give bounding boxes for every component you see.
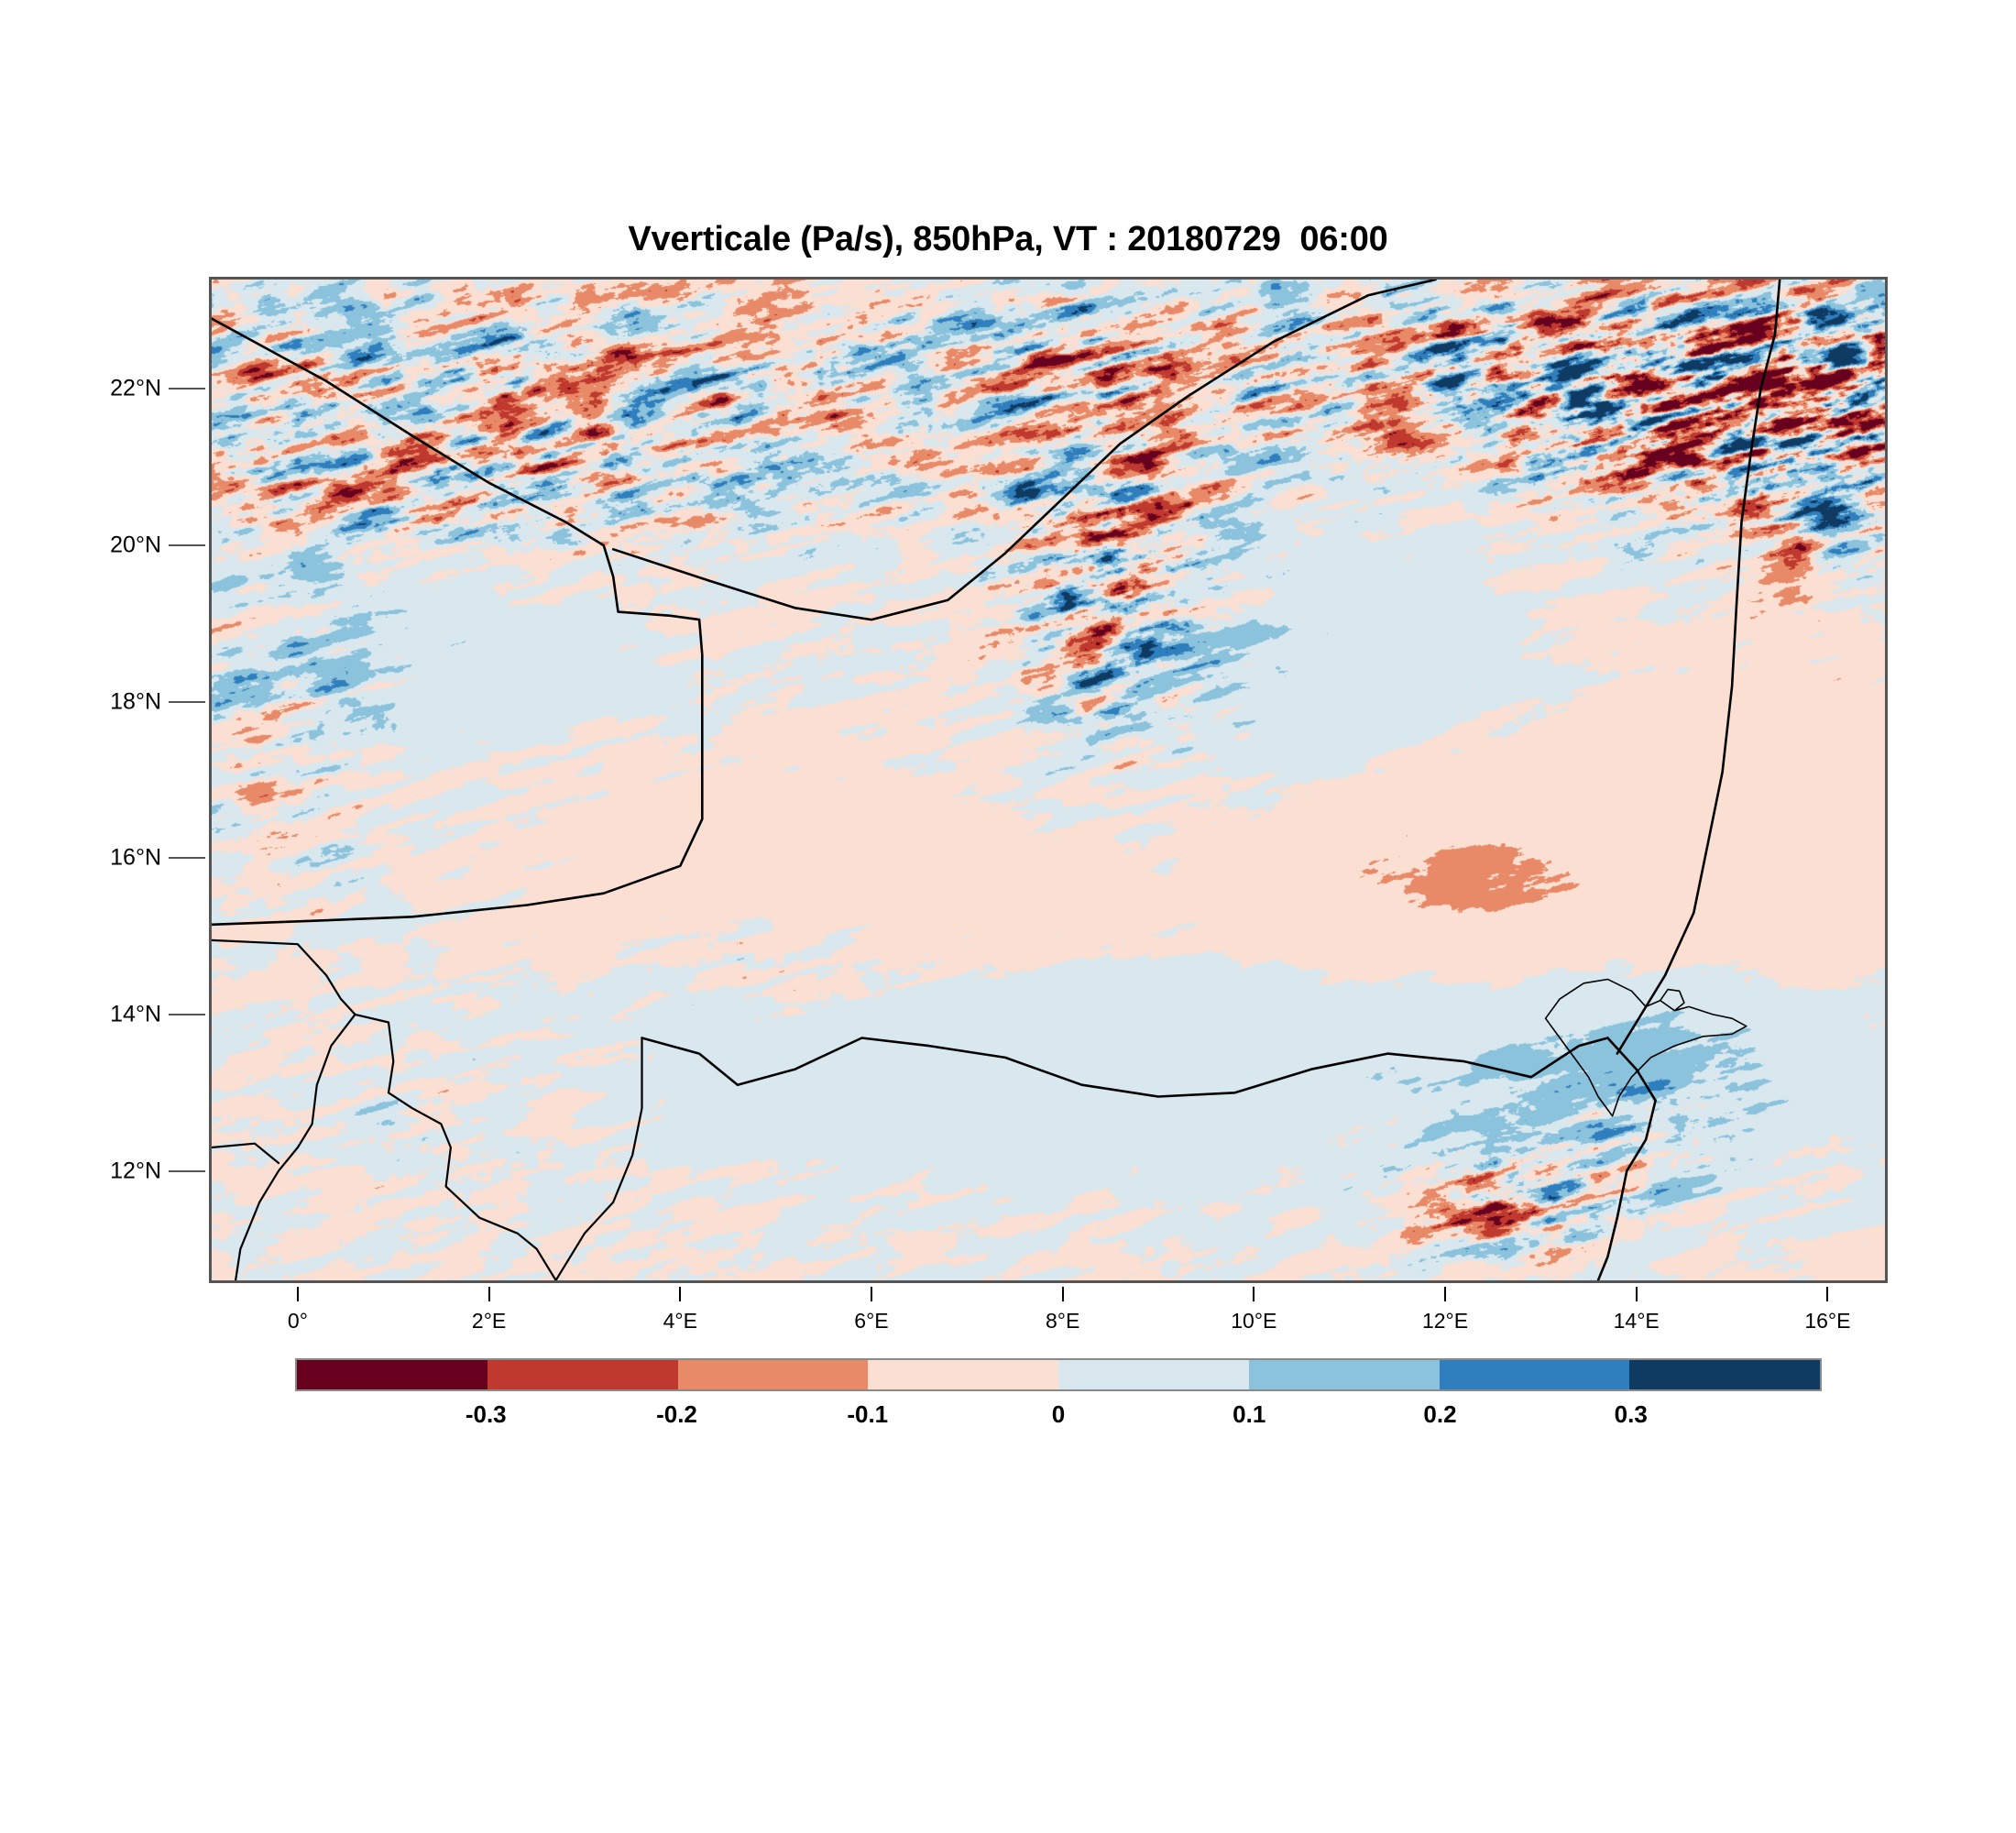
colorbar-tick-label: 0.2	[1423, 1400, 1457, 1428]
colorbar[interactable]	[295, 1358, 1822, 1391]
lon-tick-label: 10°E	[1231, 1309, 1277, 1333]
colorbar-segment[interactable]	[1439, 1360, 1630, 1389]
lat-tick-mark	[169, 700, 205, 703]
lat-tick-mark	[169, 544, 205, 547]
lon-tick-mark	[679, 1287, 682, 1301]
country-border-line	[212, 1144, 279, 1163]
lon-tick-mark	[1061, 1287, 1064, 1301]
colorbar-segment[interactable]	[487, 1360, 678, 1389]
lat-tick-label: 20°N	[110, 532, 161, 558]
country-borders-overlay	[212, 280, 1885, 1280]
country-border-line	[236, 1015, 355, 1280]
lon-tick-label: 8°E	[1045, 1309, 1080, 1333]
country-border-line	[212, 940, 556, 1280]
page-title: Vverticale (Pa/s), 850hPa, VT : 20180729…	[628, 220, 1388, 258]
colorbar-tick-label: -0.3	[465, 1400, 507, 1428]
country-border-line	[642, 1038, 1608, 1097]
country-border-line	[1617, 280, 1780, 1054]
lon-tick-mark	[1826, 1287, 1829, 1301]
lat-tick-label: 14°N	[110, 1001, 161, 1027]
country-border-line	[556, 1038, 642, 1281]
colorbar-tick-label: 0	[1051, 1400, 1066, 1428]
colorbar-segment[interactable]	[868, 1360, 1058, 1389]
lon-tick-mark	[870, 1287, 872, 1301]
lon-tick-mark	[488, 1287, 490, 1301]
colorbar-segment[interactable]	[1058, 1360, 1249, 1389]
colorbar-segment[interactable]	[1629, 1360, 1820, 1389]
lon-tick-label: 2°E	[471, 1309, 507, 1333]
colorbar-tick-label: 0.3	[1614, 1400, 1648, 1428]
lat-tick-label: 18°N	[110, 688, 161, 715]
lon-tick-label: 0°	[287, 1309, 308, 1333]
lat-tick-mark	[169, 1013, 205, 1015]
lat-tick-mark	[169, 857, 205, 860]
colorbar-segment[interactable]	[297, 1360, 488, 1389]
country-border-line	[1598, 1038, 1656, 1281]
lat-tick-label: 12°N	[110, 1158, 161, 1184]
colorbar-tick-labels: -0.3 -0.2 -0.1 0 0.1 0.2 0.3	[0, 1397, 2016, 1433]
country-border-line	[212, 319, 702, 925]
lat-tick-label: 22°N	[110, 375, 161, 401]
lat-tick-label: 16°N	[110, 844, 161, 871]
vertical-velocity-contour-field	[212, 280, 1885, 1280]
country-border-line	[613, 280, 1435, 620]
colorbar-tick-label: -0.2	[656, 1400, 697, 1428]
lon-tick-mark	[296, 1287, 299, 1301]
lon-tick-mark	[1444, 1287, 1447, 1301]
lon-tick-mark	[1635, 1287, 1638, 1301]
lat-tick-mark	[169, 388, 205, 390]
lon-tick-label: 16°E	[1804, 1309, 1851, 1333]
colorbar-segment[interactable]	[1248, 1360, 1440, 1389]
country-border-line	[1546, 980, 1747, 1116]
map-panel[interactable]	[209, 277, 1888, 1283]
lon-tick-mark	[1253, 1287, 1255, 1301]
colorbar-segment[interactable]	[677, 1360, 869, 1389]
country-border-line	[1660, 990, 1684, 1011]
lon-tick-label: 14°E	[1613, 1309, 1660, 1333]
lon-tick-label: 4°E	[663, 1309, 697, 1333]
colorbar-tick-label: 0.1	[1233, 1400, 1266, 1428]
colorbar-tick-label: -0.1	[847, 1400, 889, 1428]
lat-tick-mark	[169, 1169, 205, 1172]
lon-tick-label: 12°E	[1421, 1309, 1469, 1333]
lon-tick-label: 6°E	[854, 1309, 889, 1333]
